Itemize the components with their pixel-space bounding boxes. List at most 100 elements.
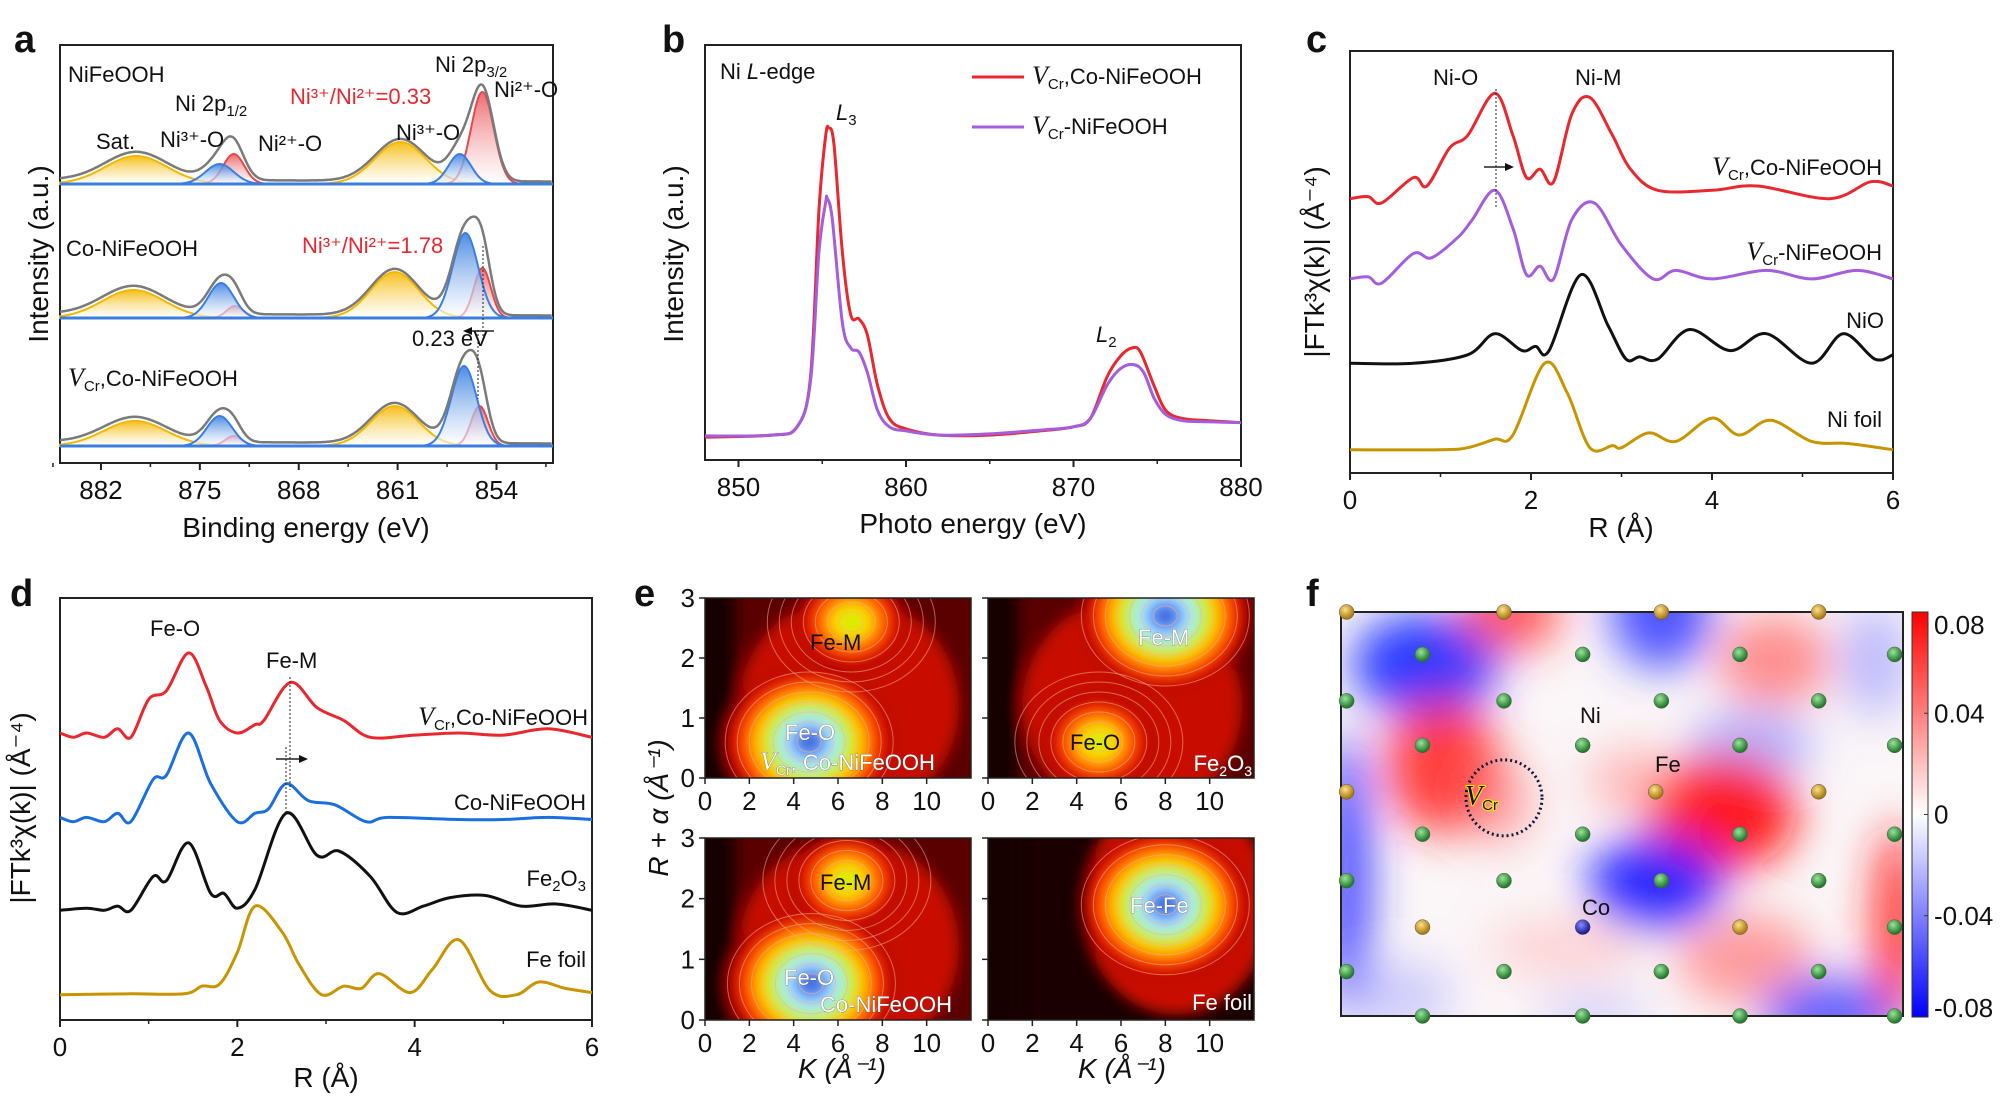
series-line-fe2o3 [59, 811, 593, 916]
colorbar-tick-label: 0.04 [1934, 698, 1985, 728]
contour-line [772, 711, 846, 773]
legend-label-vcr-nifeooh: VCr-NiFeOOH [1032, 111, 1168, 143]
fit-component-blue [413, 364, 514, 448]
xas-plot-area: 850 860 870 880 [704, 44, 1263, 502]
envelope-curve [59, 83, 552, 183]
envelope-curve [59, 348, 552, 445]
subplot-label-vcr-co-nifeooh: VCr, Co-NiFeOOH [760, 747, 935, 778]
series-label-fe2o3: Fe2O3 [527, 866, 587, 895]
vacancy-circle [1464, 758, 1544, 838]
fe-atom [1338, 604, 1355, 620]
ni-atom [1810, 963, 1827, 980]
atom-label-fe: Fe [1655, 752, 1681, 777]
ni-atom [1653, 872, 1670, 889]
series-label-fe-foil: Fe foil [526, 947, 586, 972]
envelope-curve [59, 215, 552, 317]
ratio-label-co-nifeooh: Ni³⁺/Ni²⁺=1.78 [302, 233, 443, 258]
panel-letter-b: b [662, 19, 685, 61]
x-tick-label: 8 [875, 786, 889, 816]
x-tick-label: 0 [53, 1032, 67, 1062]
legend-label-vcr-co-nifeooh: VCr,Co-NiFeOOH [1032, 61, 1202, 93]
ni-atom [1653, 693, 1670, 709]
panel-letter-e: e [634, 573, 655, 615]
co-atom [1574, 919, 1591, 935]
series-line-fe-foil [59, 904, 593, 999]
x-tick-label: 880 [1219, 472, 1262, 502]
density-lobe [1678, 914, 1814, 1005]
fe-atom [1732, 919, 1748, 935]
ni-atom [1574, 1008, 1591, 1024]
y-tick-label: 0 [681, 1005, 695, 1035]
y-tick-label: 3 [681, 583, 695, 613]
x-tick-label: 4 [407, 1032, 421, 1062]
panel-f-charge-density: Ni Fe Co VCr 0.08 0.04 0 -0.04 -0.08 [1338, 604, 1993, 1024]
heatmap-level [800, 974, 823, 993]
x-tick-label: 6 [1886, 485, 1900, 515]
x-tick-label: 0 [698, 1028, 712, 1058]
heatmap-level [1154, 606, 1176, 626]
series-line-vcr-nifeooh [1349, 188, 1894, 286]
ni-atom [1886, 646, 1903, 663]
peak-label-ni3-o-32: Ni³⁺-O [396, 120, 460, 145]
contour-line [1086, 731, 1112, 753]
arrow-right-icon [1505, 163, 1514, 171]
fe-exafs-plot-area: 0 2 4 6 [53, 597, 599, 1062]
ni-atom [1574, 826, 1591, 842]
series-label-co-nifeooh: Co-NiFeOOH [454, 790, 586, 815]
heatmap-blob [988, 838, 1018, 1020]
contour-line [1140, 884, 1190, 926]
series-label-vcr-co-nifeooh: VCr,Co-NiFeOOH [418, 702, 588, 734]
ni-atom [1574, 646, 1591, 663]
x-tick-label: 854 [475, 475, 518, 505]
heatmap-level [840, 612, 863, 632]
peak-label-satellite: Sat. [96, 129, 135, 154]
fit-component-blue [414, 231, 515, 319]
ni-atom [1886, 737, 1903, 754]
x-tick-label: 2 [230, 1032, 244, 1062]
ni-atom [1414, 646, 1431, 663]
vacancy-label: VCr [1465, 781, 1498, 814]
sample-label-co-nifeooh: Co-NiFeOOH [66, 236, 198, 261]
y-tick-label: 2 [681, 643, 695, 673]
x-axis-title-right: K (Å⁻¹) [1078, 1053, 1166, 1084]
ni-atom [1574, 737, 1591, 754]
y-tick-label: 2 [681, 884, 695, 914]
heatmap-level [835, 870, 858, 891]
y-tick-label: 0 [681, 763, 695, 793]
contour-line [1116, 598, 1214, 657]
x-tick-label: 10 [1195, 786, 1224, 816]
x-tick-label: 10 [912, 1028, 941, 1058]
density-lobe [1841, 612, 1903, 718]
x-tick-label: 870 [1052, 472, 1095, 502]
wavelet-heatmap-fe2o3 [988, 598, 1254, 778]
contour-line [802, 598, 900, 663]
density-lobe [1487, 919, 1645, 976]
ni-atom [1810, 872, 1827, 889]
contour-line [748, 691, 870, 778]
ni-atom [1414, 826, 1431, 842]
x-tick-label: 8 [875, 1028, 889, 1058]
fe-atom [1496, 604, 1512, 620]
density-lobe [1341, 733, 1370, 1016]
contour-line [762, 838, 932, 951]
series-line-ni-foil [1349, 360, 1894, 453]
ratio-label-nifeooh: Ni³⁺/Ni²⁺=0.33 [290, 84, 431, 109]
x-axis-title: R (Å) [1588, 512, 1653, 543]
atom-label-co: Co [1582, 895, 1610, 920]
x-tick-label: 2 [1025, 786, 1039, 816]
heatmap-level [1087, 732, 1110, 752]
contour-line [1104, 598, 1226, 667]
x-axis-title: R (Å) [293, 1062, 358, 1093]
x-axis-title: Binding energy (eV) [182, 512, 429, 543]
x-tick-label: 8 [1158, 1028, 1172, 1058]
heatmap-level [1154, 895, 1176, 915]
panel-b-ni-l-edge: 850 860 870 880 Intensity (a.u.) Photo ener… [658, 44, 1263, 539]
density-lobe [1610, 612, 1712, 669]
contour-line [786, 838, 908, 931]
series-label-vcr-nifeooh: VCr-NiFeOOH [1746, 237, 1882, 269]
contour-line [1116, 864, 1214, 946]
contour-line [1062, 711, 1136, 773]
x-tick-label: 2 [742, 786, 756, 816]
